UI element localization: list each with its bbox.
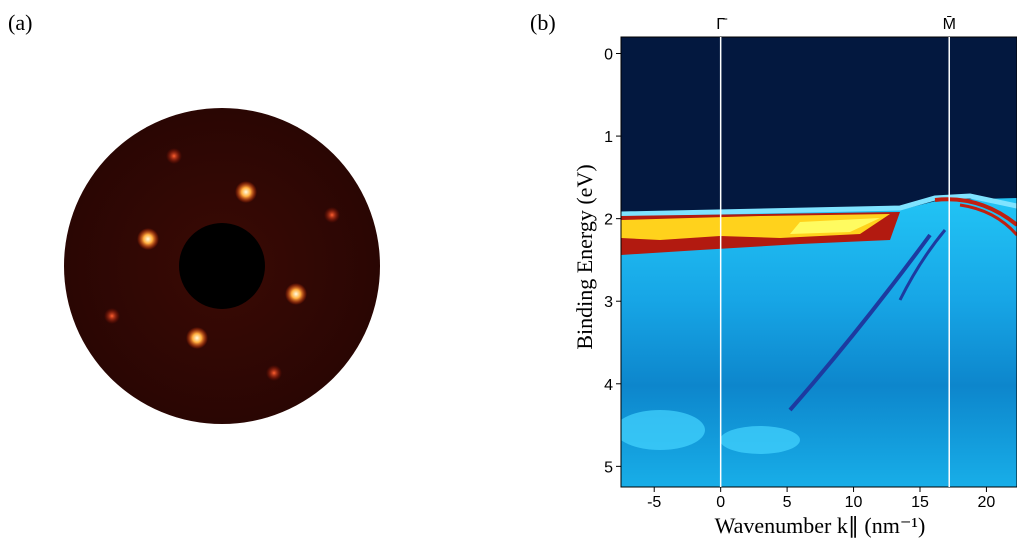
- x-tick-label: -5: [647, 494, 661, 511]
- symmetry-label: M̄: [943, 16, 956, 33]
- figure: (a) (b) Wavenumber k∥ (nm⁻¹) Binding Ene…: [0, 0, 1017, 549]
- x-tick-label: 10: [845, 494, 863, 511]
- x-axis-label: Wavenumber k∥ (nm⁻¹): [715, 513, 926, 538]
- leed-pattern: [64, 108, 380, 424]
- y-tick-label: 4: [604, 377, 613, 394]
- panel-label: (b): [530, 10, 556, 35]
- x-tick-label: 0: [716, 494, 725, 511]
- x-tick-label: 5: [783, 494, 792, 511]
- y-tick-label: 2: [604, 212, 613, 229]
- x-tick-label: 20: [978, 494, 996, 511]
- x-tick-label: 15: [911, 494, 929, 511]
- y-tick-label: 3: [604, 294, 613, 311]
- y-tick-label: 0: [604, 47, 613, 64]
- panel-label: (a): [8, 10, 32, 35]
- y-axis-label: Binding Energy (eV): [572, 164, 597, 349]
- y-tick-label: 5: [604, 459, 613, 476]
- symmetry-label: Γ̄: [716, 16, 728, 33]
- y-tick-label: 1: [604, 129, 613, 146]
- arpes-map: [615, 37, 1017, 487]
